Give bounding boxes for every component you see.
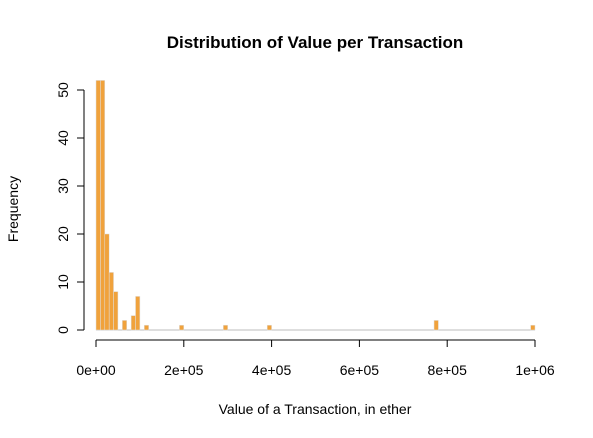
- histogram-bar: [433, 320, 439, 331]
- y-axis-label: Frequency: [5, 176, 21, 242]
- y-tick-label: 20: [55, 226, 71, 242]
- y-tick-label: 50: [55, 82, 71, 98]
- histogram-bar: [530, 324, 536, 331]
- y-axis: 0 10 20 30 40 50: [55, 82, 85, 334]
- histogram-bar: [179, 324, 185, 331]
- x-tick-label: 1e+06: [515, 362, 555, 378]
- histogram-bar: [100, 80, 106, 331]
- histogram-bar: [113, 291, 119, 331]
- x-tick-label: 6e+05: [340, 362, 380, 378]
- histogram-bar: [95, 80, 101, 331]
- x-tick-label: 4e+05: [252, 362, 292, 378]
- histogram-bars: [95, 80, 536, 331]
- y-tick-label: 40: [55, 130, 71, 146]
- histogram-bar: [130, 315, 136, 331]
- x-tick-label: 2e+05: [164, 362, 204, 378]
- histogram-bar: [104, 233, 110, 331]
- chart-title: Distribution of Value per Transaction: [167, 33, 464, 52]
- histogram-bar: [108, 272, 114, 331]
- y-tick-label: 30: [55, 178, 71, 194]
- y-tick-label: 10: [55, 274, 71, 290]
- histogram-bar: [122, 320, 127, 331]
- histogram-bar: [144, 324, 149, 331]
- y-tick-label: 0: [55, 326, 71, 334]
- x-axis-label: Value of a Transaction, in ether: [219, 401, 412, 417]
- histogram-bar: [135, 296, 141, 331]
- x-axis: 0e+00 2e+05 4e+05 6e+05 8e+05 1e+06: [76, 339, 555, 378]
- histogram-bar: [223, 324, 228, 331]
- histogram-bar: [266, 324, 272, 331]
- x-tick-label: 0e+00: [76, 362, 116, 378]
- x-tick-label: 8e+05: [428, 362, 468, 378]
